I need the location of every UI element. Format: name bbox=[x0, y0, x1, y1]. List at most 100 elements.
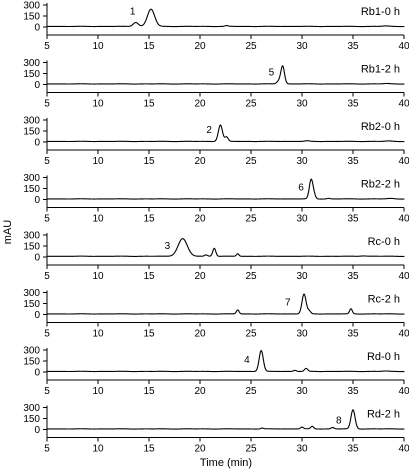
x-tick-label: 30 bbox=[296, 99, 308, 110]
x-tick-label: 20 bbox=[194, 214, 206, 225]
x-tick-label: 40 bbox=[398, 99, 409, 110]
x-tick-label: 40 bbox=[398, 41, 409, 52]
x-tick-label: 25 bbox=[245, 444, 257, 455]
y-tick-label: 0 bbox=[34, 23, 40, 34]
x-tick-label: 10 bbox=[92, 156, 104, 167]
panel-label: Rc-0 h bbox=[368, 236, 400, 248]
y-tick-label: 0 bbox=[34, 368, 40, 379]
x-tick-label: 30 bbox=[296, 41, 308, 52]
x-tick-label: 30 bbox=[296, 444, 308, 455]
y-tick-label: 0 bbox=[34, 195, 40, 206]
peak-label: 3 bbox=[165, 241, 171, 252]
x-tick-label: 25 bbox=[245, 271, 257, 282]
x-tick-label: 35 bbox=[347, 214, 359, 225]
x-tick-label: 35 bbox=[347, 156, 359, 167]
x-tick-label: 25 bbox=[245, 41, 257, 52]
y-tick-label: 150 bbox=[23, 242, 40, 253]
x-tick-label: 10 bbox=[92, 41, 104, 52]
y-tick-label: 150 bbox=[23, 184, 40, 195]
x-tick-label: 5 bbox=[44, 214, 50, 225]
x-tick-label: 30 bbox=[296, 156, 308, 167]
series-line bbox=[46, 178, 405, 200]
x-tick-label: 40 bbox=[398, 271, 409, 282]
x-tick-label: 15 bbox=[143, 444, 155, 455]
x-tick-label: 30 bbox=[296, 214, 308, 225]
peak-label: 7 bbox=[285, 298, 291, 309]
x-tick-label: 35 bbox=[347, 444, 359, 455]
x-tick-label: 35 bbox=[347, 41, 359, 52]
x-tick-label: 40 bbox=[398, 214, 409, 225]
y-tick-label: 0 bbox=[34, 138, 40, 149]
panel-label: Rb1-0 h bbox=[361, 6, 400, 18]
x-tick-label: 5 bbox=[44, 386, 50, 397]
panel-label: Rd-0 h bbox=[367, 351, 400, 363]
y-axis-title: mAU bbox=[2, 220, 14, 245]
panel-label: Rb2-0 h bbox=[361, 121, 400, 133]
x-tick-label: 30 bbox=[296, 386, 308, 397]
peak-label: 1 bbox=[130, 7, 136, 18]
y-tick-label: 300 bbox=[23, 116, 40, 127]
x-tick-label: 5 bbox=[44, 41, 50, 52]
x-tick-label: 40 bbox=[398, 156, 409, 167]
y-tick-label: 150 bbox=[23, 69, 40, 80]
panel-label: Rb2-2 h bbox=[361, 179, 400, 191]
y-tick-label: 300 bbox=[23, 58, 40, 69]
x-tick-label: 5 bbox=[44, 99, 50, 110]
x-tick-label: 10 bbox=[92, 271, 104, 282]
series-line bbox=[46, 8, 405, 28]
y-tick-label: 0 bbox=[34, 253, 40, 264]
x-tick-label: 40 bbox=[398, 444, 409, 455]
y-tick-label: 0 bbox=[34, 310, 40, 321]
x-tick-label: 25 bbox=[245, 386, 257, 397]
x-tick-label: 10 bbox=[92, 214, 104, 225]
y-tick-label: 0 bbox=[34, 425, 40, 436]
x-tick-label: 25 bbox=[245, 99, 257, 110]
x-tick-label: 25 bbox=[245, 214, 257, 225]
x-tick-label: 10 bbox=[92, 329, 104, 340]
panel-label: Rd-2 h bbox=[367, 409, 400, 421]
x-tick-label: 40 bbox=[398, 386, 409, 397]
x-tick-label: 15 bbox=[143, 329, 155, 340]
x-tick-label: 20 bbox=[194, 386, 206, 397]
x-tick-label: 25 bbox=[245, 156, 257, 167]
x-tick-label: 30 bbox=[296, 329, 308, 340]
y-tick-label: 0 bbox=[34, 80, 40, 91]
x-tick-label: 35 bbox=[347, 271, 359, 282]
y-tick-label: 150 bbox=[23, 414, 40, 425]
x-tick-label: 15 bbox=[143, 214, 155, 225]
x-tick-label: 10 bbox=[92, 444, 104, 455]
x-tick-label: 15 bbox=[143, 156, 155, 167]
y-tick-label: 300 bbox=[23, 403, 40, 414]
x-tick-label: 30 bbox=[296, 271, 308, 282]
x-tick-label: 5 bbox=[44, 156, 50, 167]
x-tick-label: 10 bbox=[92, 386, 104, 397]
y-tick-label: 150 bbox=[23, 127, 40, 138]
x-tick-label: 40 bbox=[398, 329, 409, 340]
x-axis-title: Time (min) bbox=[200, 457, 252, 469]
panel-label: Rb1-2 h bbox=[361, 64, 400, 76]
x-tick-label: 20 bbox=[194, 41, 206, 52]
x-tick-label: 25 bbox=[245, 329, 257, 340]
x-tick-label: 5 bbox=[44, 329, 50, 340]
y-tick-label: 150 bbox=[23, 357, 40, 368]
y-tick-label: 300 bbox=[23, 288, 40, 299]
peak-label: 4 bbox=[244, 355, 250, 366]
series-line bbox=[46, 65, 405, 85]
series-line bbox=[46, 124, 405, 143]
y-tick-label: 300 bbox=[23, 346, 40, 357]
series-line bbox=[46, 238, 405, 257]
panel-label: Rc-2 h bbox=[368, 294, 400, 306]
y-tick-label: 150 bbox=[23, 12, 40, 23]
x-tick-label: 5 bbox=[44, 271, 50, 282]
x-tick-label: 10 bbox=[92, 99, 104, 110]
peak-label: 2 bbox=[206, 125, 212, 136]
